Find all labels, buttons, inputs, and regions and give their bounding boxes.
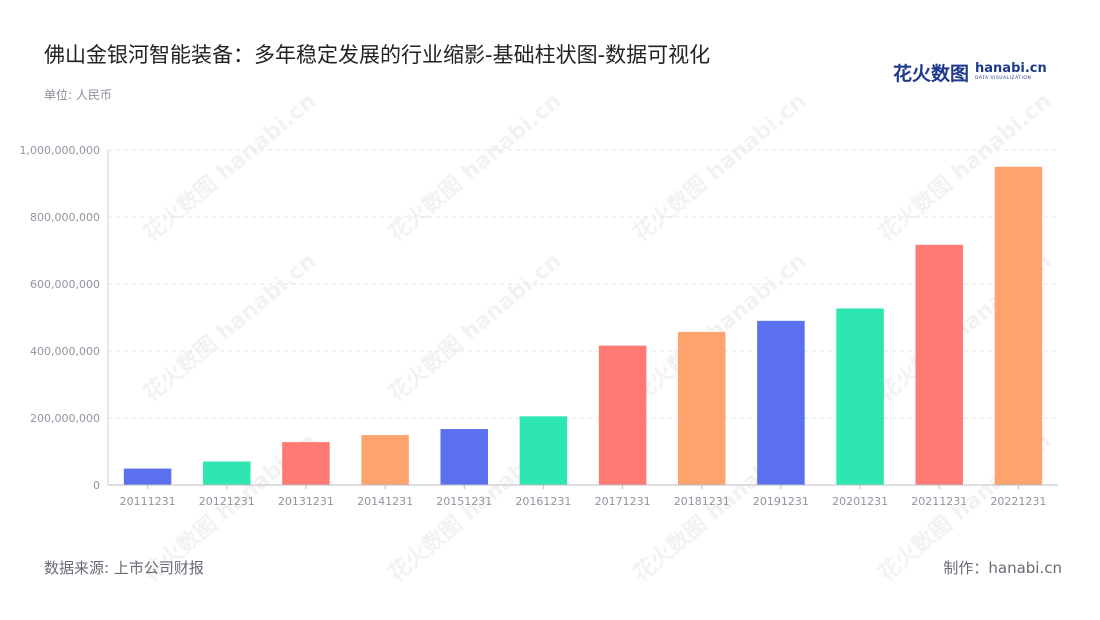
bar-20221231[interactable]	[994, 166, 1043, 485]
bar-20111231[interactable]	[123, 468, 172, 485]
x-tick-label: 20181231	[674, 495, 730, 508]
y-tick-label: 200,000,000	[30, 412, 100, 425]
y-tick-label: 600,000,000	[30, 278, 100, 291]
bar-20141231[interactable]	[361, 435, 409, 485]
brand-logo-sub: DATA VISUALIZATION	[975, 76, 1032, 82]
grid-layer	[108, 149, 1058, 419]
x-tick-label: 20131231	[278, 495, 334, 508]
bar-20181231[interactable]	[678, 331, 726, 485]
y-tick-label: 1,000,000,000	[20, 144, 100, 157]
bar-20211231[interactable]	[915, 244, 964, 485]
bar-20191231[interactable]	[757, 320, 805, 485]
bar-20121231[interactable]	[203, 461, 251, 485]
brand-logo-cn: 花火数图	[893, 62, 970, 85]
credit-text: 制作：hanabi.cn	[943, 559, 1062, 577]
brand-logo: 花火数图 hanabi.cn DATA VISUALIZATION	[893, 58, 1047, 86]
y-tick-label: 0	[93, 479, 100, 492]
bar-20131231[interactable]	[282, 442, 330, 485]
bar-20151231[interactable]	[440, 429, 489, 485]
data-source: 数据来源: 上市公司财报	[44, 559, 204, 577]
bar-20171231[interactable]	[598, 345, 647, 485]
x-tick-label: 20211231	[911, 495, 967, 508]
x-tick-label: 20161231	[515, 495, 571, 508]
y-axis: 0 200,000,000 400,000,000 600,000,000 800,00…	[20, 144, 109, 492]
bar-20201231[interactable]	[836, 308, 884, 485]
bar-20161231[interactable]	[519, 416, 568, 485]
x-tick-label: 20111231	[120, 495, 176, 508]
unit-label: 单位: 人民币	[44, 88, 112, 102]
brand-logo-en: hanabi.cn	[975, 61, 1047, 77]
x-tick-label: 20121231	[199, 495, 255, 508]
x-tick-label: 20151231	[436, 495, 492, 508]
x-tick-label: 20141231	[357, 495, 413, 508]
x-axis: 20111231 20121231 20131231 20141231 20151231…	[108, 484, 1058, 508]
chart-title: 佛山金银河智能装备：多年稳定发展的行业缩影-基础柱状图-数据可视化	[44, 43, 711, 67]
x-tick-label: 20191231	[753, 495, 809, 508]
y-tick-label: 400,000,000	[30, 345, 100, 358]
x-tick-label: 20201231	[832, 495, 888, 508]
bar-layer	[123, 166, 1043, 485]
y-tick-label: 800,000,000	[30, 211, 100, 224]
x-tick-label: 20171231	[595, 495, 651, 508]
brand-logo-en-block: hanabi.cn DATA VISUALIZATION	[975, 62, 1047, 82]
x-tick-label: 20221231	[990, 495, 1046, 508]
